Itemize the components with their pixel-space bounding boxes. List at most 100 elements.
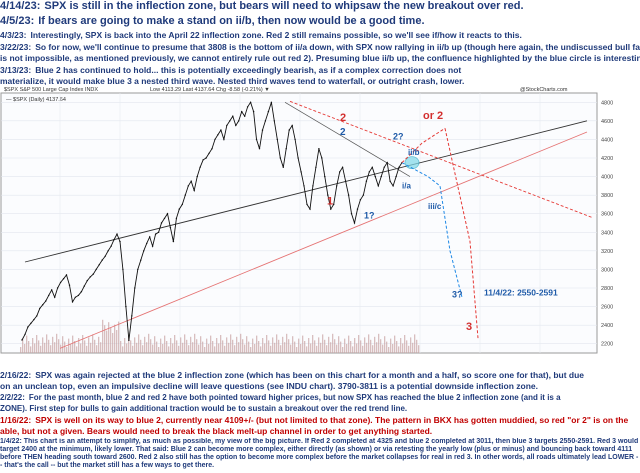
volume-bar: [116, 330, 118, 353]
volume-bar: [272, 337, 274, 353]
price-point: [341, 166, 344, 168]
chart-title: $SPX S&P 500 Large Cap Index INDX: [4, 87, 98, 93]
price-point: [107, 250, 109, 252]
volume-bar: [218, 343, 220, 353]
volume-bar: [330, 342, 332, 353]
y-tick-label: 3000: [601, 267, 613, 273]
price-point: [211, 148, 213, 150]
volume-bar: [356, 343, 358, 353]
volume-bar: [232, 339, 234, 353]
price-point: [223, 138, 225, 141]
volume-bar: [404, 335, 406, 353]
bottom-note-line: ZONE). First step for bulls to gain addi…: [0, 404, 640, 414]
volume-bar: [94, 339, 96, 353]
volume-bar: [152, 344, 154, 353]
volume-bar: [24, 344, 26, 353]
price-point: [77, 294, 80, 297]
chart-legend: — $SPX (Daily) 4137.64: [6, 97, 66, 103]
volume-bar: [240, 333, 242, 353]
volume-bar: [310, 343, 312, 353]
price-point: [395, 175, 397, 178]
price-point: [205, 157, 207, 159]
price-point: [190, 180, 192, 182]
volume-bar: [262, 338, 264, 353]
volume-bar: [358, 335, 360, 353]
volume-bar: [308, 338, 310, 353]
volume-bar: [392, 344, 394, 353]
volume-bar: [126, 343, 128, 353]
volume-bar: [360, 340, 362, 353]
price-point: [116, 233, 118, 235]
price-point: [119, 240, 121, 243]
price-point: [255, 138, 258, 141]
volume-bar: [70, 344, 72, 353]
volume-bar: [154, 336, 156, 353]
volume-bar: [146, 342, 148, 353]
price-point: [282, 166, 284, 168]
top-note-line: 3/22/23: So for now, we'll continue to pr…: [0, 42, 640, 53]
price-point: [98, 264, 100, 266]
wave-label: 3: [466, 321, 472, 333]
volume-bar: [346, 344, 348, 353]
price-point: [344, 180, 347, 182]
volume-bar: [354, 338, 356, 353]
volume-bar: [164, 335, 166, 353]
volume-bar: [236, 336, 238, 353]
price-point: [392, 185, 394, 187]
price-point: [309, 208, 311, 210]
volume-bar: [132, 345, 134, 353]
volume-bar: [124, 338, 126, 353]
volume-bar: [118, 321, 120, 353]
bottom-note-line: on an unclean top, even an impulsive dec…: [0, 381, 640, 392]
top-note-date: 3/13/23:: [0, 65, 32, 75]
volume-bar: [100, 342, 102, 353]
volume-bar: [246, 336, 248, 353]
price-point: [184, 194, 186, 196]
volume-bar: [248, 341, 250, 353]
price-point: [48, 294, 50, 297]
volume-bar: [20, 347, 22, 353]
volume-bar: [78, 338, 80, 353]
volume-bar: [44, 342, 46, 353]
volume-bar: [352, 346, 354, 353]
volume-bar: [278, 339, 280, 353]
volume-bar: [62, 336, 64, 353]
price-point: [318, 148, 320, 150]
y-tick-label: 2600: [601, 305, 613, 311]
volume-bar: [400, 338, 402, 353]
volume-bar: [228, 342, 230, 353]
volume-bar: [104, 325, 106, 353]
price-point: [229, 120, 231, 122]
volume-bar: [284, 342, 286, 353]
price-point: [157, 231, 160, 233]
price-point: [226, 124, 228, 127]
price-point: [187, 185, 189, 187]
volume-bar: [28, 341, 30, 353]
volume-bar: [366, 342, 368, 353]
price-point: [74, 296, 77, 298]
volume-bar: [74, 341, 76, 353]
volume-bar: [106, 330, 108, 353]
wave-label: i/a: [402, 182, 411, 191]
volume-bar: [136, 342, 138, 353]
volume-bar: [316, 345, 318, 353]
volume-bar: [414, 334, 416, 353]
wave-label: or 2: [423, 110, 443, 122]
volume-bar: [144, 336, 146, 353]
bottom-note-date: 2/16/22:: [0, 370, 32, 380]
y-tick-label: 4600: [601, 119, 613, 125]
price-point: [71, 301, 74, 303]
volume-bar: [192, 342, 194, 353]
price-point: [83, 285, 86, 287]
price-point: [149, 236, 151, 238]
volume-bar: [388, 347, 390, 353]
price-point: [261, 129, 264, 131]
y-tick-label: 4000: [601, 175, 613, 181]
volume-bar: [22, 338, 24, 353]
wave-label: 3?: [452, 289, 463, 299]
price-point: [65, 274, 68, 276]
volume-bar: [128, 335, 130, 353]
volume-bar: [184, 334, 186, 353]
volume-bar: [324, 339, 326, 353]
volume-bar: [160, 338, 162, 353]
